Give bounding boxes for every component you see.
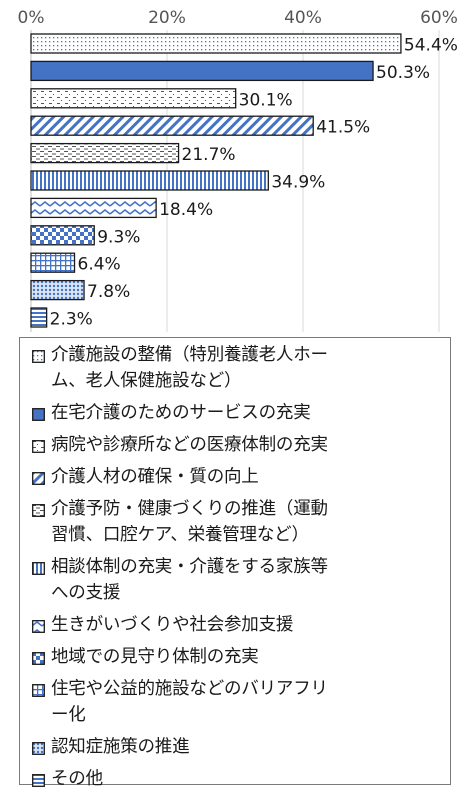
data-label: 21.7%	[182, 145, 236, 165]
legend-label-line: 認知症施策の推進	[51, 737, 190, 757]
x-axis-ticks: 0% 20% 40% 60%	[18, 8, 458, 28]
x-tick-label: 40%	[284, 8, 322, 28]
legend-item: 認知症施策の推進	[32, 734, 444, 760]
legend-label-line: 相談体制の充実・介護をする家族等	[51, 557, 328, 577]
data-label: 50.3%	[376, 63, 430, 83]
data-label: 54.4%	[404, 36, 458, 56]
bar	[30, 115, 314, 136]
bar	[30, 225, 95, 246]
legend-item: 相談体制の充実・介護をする家族等 への支援	[32, 554, 444, 606]
legend-swatch	[32, 684, 45, 697]
legend-item: 介護人材の確保・質の向上	[32, 464, 444, 490]
bar-chart: 0% 20% 40% 60% 54.4% 50.3% 30.1% 41.5% 21.7% 34.…	[18, 8, 458, 332]
bar	[30, 197, 157, 219]
legend-item: 住宅や公益的施設などのバリアフリ ー化	[32, 676, 444, 728]
legend-swatch	[32, 408, 45, 421]
legend-swatch	[32, 562, 45, 575]
data-label: 7.8%	[87, 282, 130, 302]
x-tick-label: 20%	[148, 8, 186, 28]
legend-label-line: 住宅や公益的施設などのバリアフリ	[51, 679, 328, 699]
legend-label: その他	[51, 766, 103, 792]
legend-item: 介護予防・健康づくりの推進（運動 習慣、口腔ケア、栄養管理など）	[32, 496, 444, 548]
legend-label-line: 生きがいづくりや社会参加支援	[51, 615, 294, 635]
data-label: 34.9%	[271, 173, 325, 193]
legend-label: 認知症施策の推進	[51, 734, 190, 760]
legend-swatch	[32, 742, 45, 755]
legend-item: その他	[32, 766, 444, 792]
legend-swatch	[32, 504, 45, 517]
legend-label: 在宅介護のためのサービスの充実	[51, 400, 311, 426]
bar	[30, 279, 85, 301]
legend-item: 生きがいづくりや社会参加支援	[32, 612, 444, 638]
legend-label: 介護施設の整備（特別養護老人ホー ム、老人保健施設など）	[51, 342, 328, 394]
legend-label-line: 介護予防・健康づくりの推進（運動	[51, 499, 328, 519]
legend-label-line: 病院や診療所などの医療体制の充実	[51, 435, 328, 455]
legend-label-line: 在宅介護のためのサービスの充実	[51, 403, 311, 423]
bar	[30, 142, 180, 164]
bar	[30, 170, 269, 191]
legend-swatch	[32, 440, 45, 453]
data-label: 9.3%	[97, 227, 140, 247]
legend-item: 地域での見守り体制の充実	[32, 644, 444, 670]
legend-label-line: 地域での見守り体制の充実	[51, 647, 259, 667]
legend-label: 生きがいづくりや社会参加支援	[51, 612, 293, 638]
legend-label-line: 介護施設の整備（特別養護老人ホー	[51, 345, 328, 365]
bar	[30, 60, 374, 82]
legend-swatch	[32, 774, 45, 787]
legend-label-line: 介護人材の確保・質の向上	[51, 467, 259, 487]
bar	[30, 252, 76, 273]
legend-item: 在宅介護のためのサービスの充実	[32, 400, 444, 426]
legend-swatch	[32, 620, 45, 633]
data-labels: 54.4% 50.3% 30.1% 41.5% 21.7% 34.9% 18.4% 9.3% 6…	[50, 36, 458, 330]
legend-label: 住宅や公益的施設などのバリアフリ ー化	[51, 676, 328, 728]
data-label: 18.4%	[159, 200, 213, 220]
legend-label: 介護予防・健康づくりの推進（運動 習慣、口腔ケア、栄養管理など）	[51, 496, 328, 548]
legend-label: 相談体制の充実・介護をする家族等 への支援	[51, 554, 328, 606]
data-label: 41.5%	[316, 118, 370, 138]
legend-item: 介護施設の整備（特別養護老人ホー ム、老人保健施設など）	[32, 342, 444, 394]
legend-label-line: への支援	[51, 583, 121, 603]
legend-item: 病院や診療所などの医療体制の充実	[32, 432, 444, 458]
legend-label: 介護人材の確保・質の向上	[51, 464, 259, 490]
x-tick-label: 60%	[420, 8, 458, 28]
legend-label-line: 習慣、口腔ケア、栄養管理など）	[51, 525, 309, 545]
legend-label-line: ム、老人保健施設など）	[51, 371, 242, 391]
bar	[30, 33, 402, 54]
x-tick-label: 0%	[18, 8, 45, 28]
legend-swatch	[32, 350, 45, 363]
legend-label-line: ー化	[51, 705, 86, 725]
data-label: 30.1%	[239, 90, 293, 110]
legend-label: 病院や診療所などの医療体制の充実	[51, 432, 328, 458]
bars	[30, 33, 402, 328]
data-label: 6.4%	[78, 255, 121, 275]
legend-swatch	[32, 472, 45, 485]
legend: 介護施設の整備（特別養護老人ホー ム、老人保健施設など） 在宅介護のためのサービスの…	[19, 337, 451, 789]
legend-label: 地域での見守り体制の充実	[51, 644, 259, 670]
legend-label-line: その他	[51, 769, 103, 789]
bar	[30, 307, 48, 328]
bar	[30, 88, 237, 109]
legend-swatch	[32, 652, 45, 665]
data-label: 2.3%	[50, 310, 93, 330]
